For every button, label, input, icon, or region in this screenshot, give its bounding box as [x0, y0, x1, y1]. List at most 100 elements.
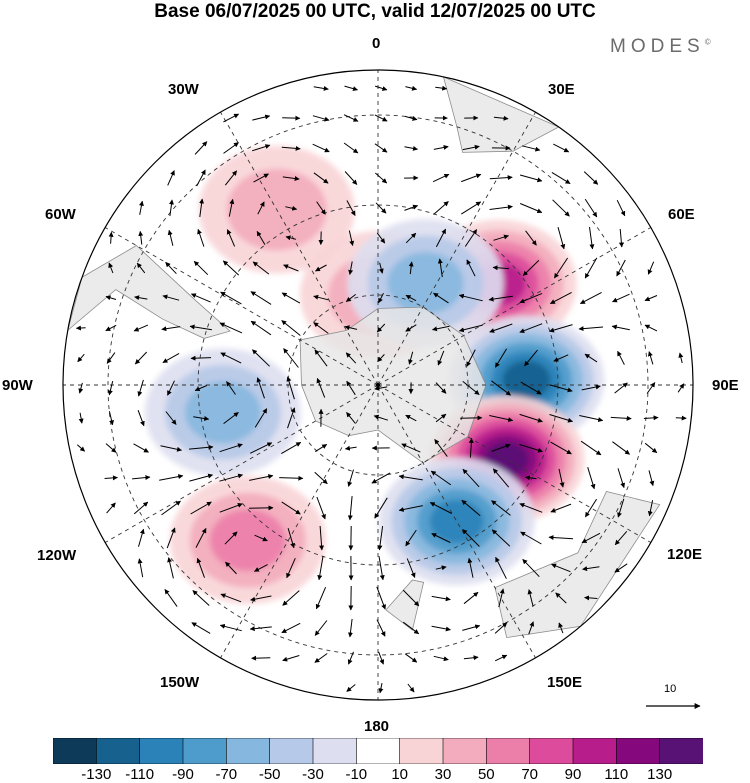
wind-arrow [105, 295, 117, 301]
wind-arrow [431, 595, 451, 602]
wind-arrow [196, 169, 206, 187]
wind-arrow [285, 235, 297, 241]
wind-arrow [75, 325, 86, 331]
wind-arrow [461, 499, 481, 517]
wind-arrow [377, 526, 384, 551]
wind-arrow [312, 143, 330, 153]
wind-arrow [589, 227, 595, 250]
colorbar-swatch [53, 738, 98, 764]
lon-label-0: 0 [372, 35, 381, 52]
wind-arrow [433, 201, 449, 215]
wind-arrow [432, 173, 450, 183]
wind-arrow [437, 350, 445, 366]
wind-arrow [345, 294, 357, 302]
colorbar-swatch [96, 738, 141, 764]
wind-arrow [519, 502, 543, 513]
wind-arrow [313, 86, 329, 91]
wind-arrow [195, 527, 207, 548]
wind-arrow [343, 142, 359, 154]
colorbar-swatch [399, 738, 444, 764]
wind-arrow [108, 231, 114, 244]
wind-arrow [316, 377, 326, 398]
wind-arrow [404, 145, 418, 151]
wind-arrow [220, 593, 242, 603]
colorbar-tick-label: -110 [125, 766, 155, 783]
wind-arrow [579, 291, 602, 305]
wind-arrow [549, 384, 573, 393]
wind-arrow [133, 324, 149, 332]
wind-arrow [550, 441, 572, 455]
wind-arrow [398, 474, 423, 481]
wind-arrow [406, 558, 416, 578]
wind-arrow [430, 470, 452, 486]
wind-arrow [78, 382, 84, 394]
wind-arrow [138, 230, 144, 245]
wind-arrow [405, 529, 417, 547]
wind-arrow [494, 622, 508, 634]
land-mask [67, 76, 661, 639]
wind-arrow [219, 322, 243, 334]
wind-arrow [346, 684, 356, 692]
wind-arrow [617, 498, 625, 518]
wind-arrow [378, 262, 384, 274]
colorbar-swatch [312, 738, 358, 764]
wind-arrow [408, 261, 414, 275]
wind-arrow [463, 591, 479, 605]
wind-arrow [169, 199, 174, 217]
wind-arrow [647, 500, 654, 517]
wind-arrow [281, 501, 301, 515]
wind-arrow [108, 411, 115, 426]
wind-arrow [549, 291, 572, 305]
lon-label-150w: 150W [160, 674, 200, 691]
wind-arrow [552, 199, 570, 217]
wind-arrow [378, 682, 384, 694]
wind-arrow [286, 376, 295, 400]
wind-arrow [522, 558, 540, 578]
wind-arrow [160, 445, 182, 452]
map-border [62, 69, 694, 701]
south-pole-dot [376, 383, 380, 387]
wind-arrow [162, 352, 180, 364]
wind-arrow [550, 503, 572, 513]
wind-arrow [587, 467, 596, 490]
wind-arrow [161, 500, 181, 516]
wind-arrow [374, 85, 388, 91]
wind-arrow [223, 412, 239, 424]
wind-arrow [492, 265, 509, 271]
wind-arrow [405, 294, 417, 302]
wind-arrow [219, 443, 243, 453]
wind-arrow [249, 442, 273, 454]
wind-arrow [491, 443, 511, 452]
wind-arrow [493, 234, 509, 241]
wind-arrow [312, 115, 330, 122]
wind-arrow [431, 533, 451, 543]
wind-arrow [404, 653, 418, 663]
wind-arrow [524, 475, 537, 481]
wind-arrow [677, 383, 685, 393]
wind-arrow [192, 590, 210, 606]
wind-arrow [283, 264, 299, 272]
wind-arrow [282, 590, 300, 606]
wind-arrow [314, 620, 328, 636]
wind-arrow [376, 586, 386, 610]
colorbar-tick-label: -70 [215, 766, 238, 783]
wind-arrow [193, 416, 210, 421]
wind-arrow [319, 525, 325, 551]
wind-arrow [257, 201, 265, 215]
colorbar-swatch [269, 738, 314, 764]
wind-arrow [314, 471, 328, 485]
wind-arrow [405, 324, 417, 332]
wind-arrow [282, 655, 300, 662]
anomaly-center-5 [144, 348, 301, 477]
wind-arrow [190, 355, 212, 361]
colorbar-tick-label: 110 [604, 766, 629, 783]
brand-logo: MODES© [610, 36, 711, 58]
wind-arrow [404, 204, 419, 211]
wind-arrow [253, 564, 268, 572]
colorbar-tick-label: 70 [521, 766, 539, 783]
wind-arrow [678, 352, 684, 364]
colorbar-tick-label: -10 [345, 766, 368, 783]
colorbar-swatch [659, 738, 703, 764]
wind-arrow [225, 561, 237, 575]
wind-arrow [344, 171, 358, 185]
